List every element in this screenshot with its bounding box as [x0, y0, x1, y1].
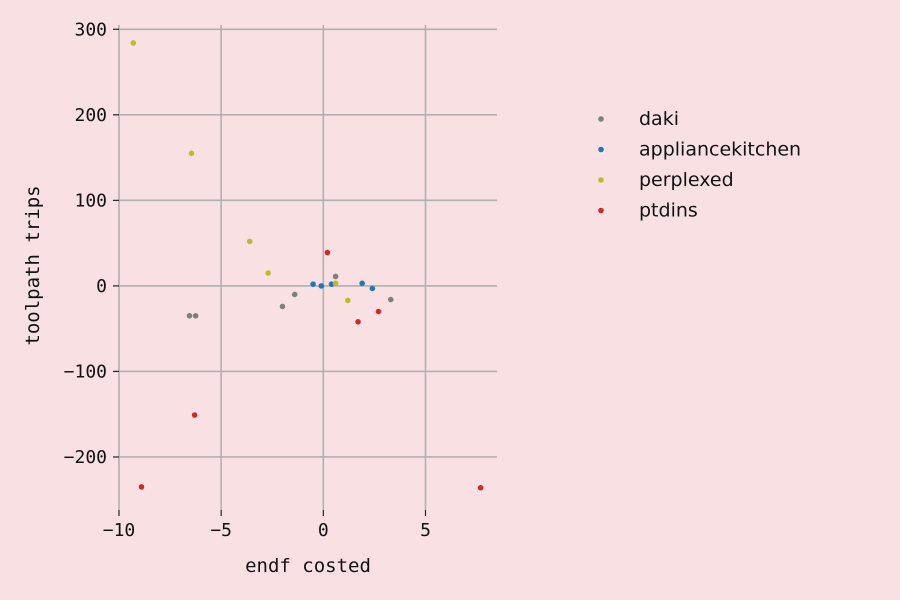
point-perplexed	[265, 270, 271, 276]
point-appliancekitchen	[359, 280, 365, 287]
legend-marker-perplexed	[598, 177, 604, 183]
legend-marker-appliancekitchen	[598, 146, 604, 153]
point-daki	[192, 313, 199, 319]
y-axis-label: toolpath trips	[22, 185, 44, 345]
point-perplexed	[332, 280, 339, 287]
legend: daki appliancekitchen perplexed ptdins	[598, 108, 801, 222]
point-ptdins	[191, 412, 198, 418]
point-daki	[332, 273, 339, 280]
legend-marker-ptdins	[598, 207, 604, 214]
y-tick-label: 200	[74, 105, 107, 126]
y-tick-label: −200	[64, 447, 107, 468]
legend-label-appliancekitchen: appliancekitchen	[639, 139, 801, 161]
point-daki	[186, 313, 193, 319]
x-tick-label: −10	[103, 520, 136, 541]
point-daki	[279, 303, 286, 310]
x-tick-label: −5	[210, 520, 232, 541]
grid-lines	[118, 25, 497, 510]
point-ptdins	[355, 319, 361, 325]
point-ptdins	[138, 484, 145, 490]
legend-label-ptdins: ptdins	[639, 200, 698, 222]
y-tick-label: 0	[96, 276, 107, 297]
y-tick-label: 100	[74, 190, 107, 211]
point-perplexed	[345, 297, 351, 304]
point-perplexed	[246, 238, 253, 245]
point-daki	[387, 296, 394, 303]
point-daki	[291, 291, 298, 298]
data-points	[130, 40, 484, 491]
x-axis-label: endf costed	[245, 555, 371, 577]
y-tick-label: −100	[64, 361, 107, 382]
point-appliancekitchen	[310, 281, 316, 287]
point-appliancekitchen	[369, 285, 376, 292]
legend-marker-daki	[598, 116, 604, 122]
point-appliancekitchen	[318, 283, 325, 289]
point-ptdins	[324, 249, 331, 256]
legend-label-perplexed: perplexed	[639, 169, 734, 191]
axes: −10 −5 0 5 −200 −100 0 100 200 300	[64, 19, 431, 541]
x-tick-label: 0	[318, 520, 329, 541]
legend-label-daki: daki	[639, 108, 679, 130]
point-perplexed	[130, 40, 137, 46]
y-tick-label: 300	[74, 19, 107, 40]
point-ptdins	[477, 484, 484, 491]
point-perplexed	[188, 150, 195, 157]
point-ptdins	[375, 308, 382, 315]
x-tick-label: 5	[420, 520, 431, 541]
